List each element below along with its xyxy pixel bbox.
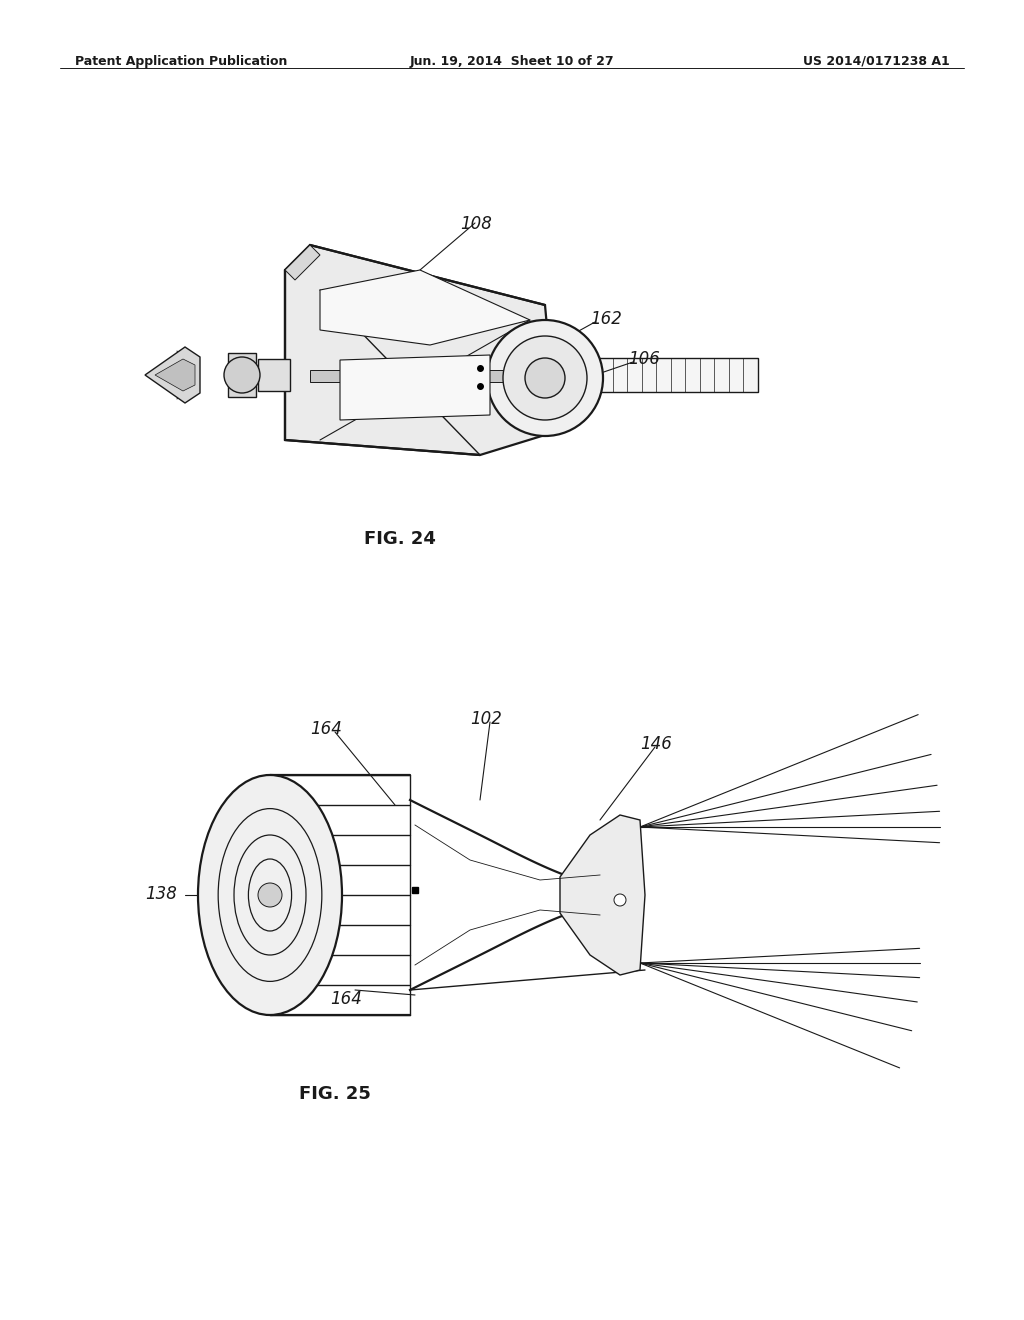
Text: US 2014/0171238 A1: US 2014/0171238 A1 [803,55,950,69]
Circle shape [614,894,626,906]
Text: FIG. 25: FIG. 25 [299,1085,371,1104]
Text: Patent Application Publication: Patent Application Publication [75,55,288,69]
Text: 108: 108 [460,215,492,234]
Bar [258,359,290,391]
Polygon shape [340,355,490,420]
Polygon shape [560,814,645,975]
Text: Jun. 19, 2014  Sheet 10 of 27: Jun. 19, 2014 Sheet 10 of 27 [410,55,614,69]
Ellipse shape [198,775,342,1015]
Bar [228,352,256,397]
Text: 138: 138 [145,884,177,903]
Circle shape [258,883,282,907]
Text: 164: 164 [330,990,361,1008]
Bar [598,358,758,392]
Circle shape [503,337,587,420]
Text: 164: 164 [310,719,342,738]
Polygon shape [155,359,195,391]
Text: 162: 162 [590,310,622,327]
Text: 106: 106 [628,350,659,368]
Polygon shape [285,246,550,455]
Text: FIG. 24: FIG. 24 [365,531,436,548]
Polygon shape [145,347,200,403]
Polygon shape [285,246,319,280]
Circle shape [487,319,603,436]
Polygon shape [319,271,530,345]
Circle shape [224,356,260,393]
Bar [300,388,545,393]
Bar [310,370,545,381]
Bar [300,364,545,370]
Text: 146: 146 [640,735,672,752]
Text: 102: 102 [470,710,502,729]
Circle shape [525,358,565,399]
